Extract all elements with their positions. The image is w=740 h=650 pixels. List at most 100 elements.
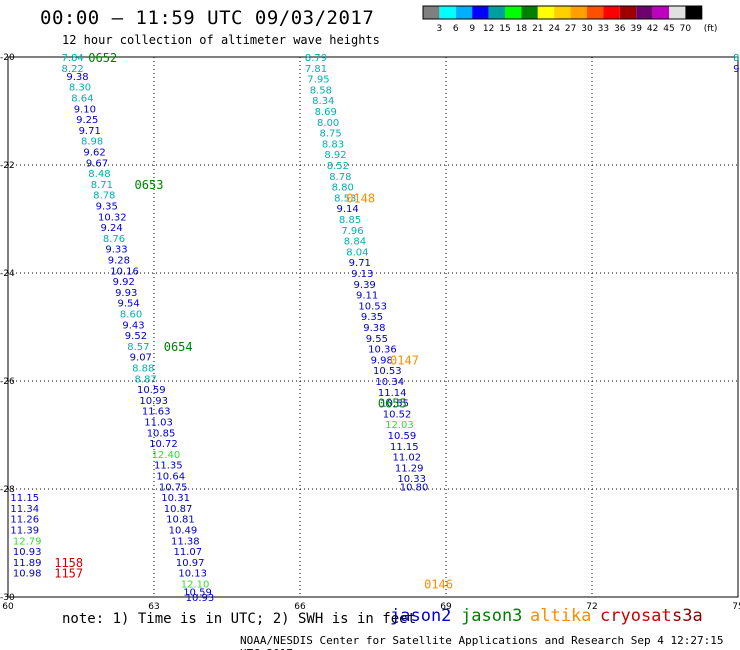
y-tick-label: -28	[0, 485, 15, 495]
wave-height-label: 10.13	[178, 569, 207, 580]
colorbar-label: 15	[499, 24, 510, 34]
wave-height-label: 9.71	[349, 258, 371, 269]
wave-height-label: 9.24	[100, 223, 122, 234]
y-tick-label: -24	[0, 269, 15, 279]
y-tick-label: -26	[0, 377, 15, 387]
wave-height-label: 10.16	[110, 266, 139, 277]
wave-height-label: 12.79	[13, 536, 42, 547]
wave-height-label: 9.55	[366, 334, 388, 345]
wave-height-label: 12.10	[181, 580, 210, 591]
wave-height-label: 10.81	[166, 515, 195, 526]
colorbar-swatch	[505, 6, 522, 19]
colorbar-unit: (ft)	[704, 24, 718, 34]
wave-height-label: 8.98	[81, 137, 103, 148]
wave-height-label: 11.29	[395, 463, 424, 474]
pass-time-label: 0653	[135, 178, 164, 192]
x-tick-label: 75	[732, 602, 740, 612]
wave-height-label: 9.	[733, 64, 740, 75]
wave-height-label: 10.34	[375, 377, 404, 388]
wave-height-label: 8.75	[319, 129, 341, 140]
wave-height-label: 9.39	[354, 280, 376, 291]
colorbar-label: 42	[647, 24, 658, 34]
wave-height-label: 10.80	[400, 482, 429, 493]
wave-height-label: 10.64	[156, 472, 185, 483]
wave-height-label: 11.38	[171, 536, 200, 547]
wave-height-label: 11.35	[154, 461, 183, 472]
wave-height-label: 10.93	[13, 547, 42, 558]
colorbar-swatch	[652, 6, 669, 19]
colorbar-swatch	[685, 6, 702, 19]
wave-height-label: 7.84	[62, 53, 84, 64]
wave-height-label: 9.25	[76, 115, 98, 126]
wave-height-label: 8.78	[93, 191, 115, 202]
pass-time-label: 1158	[54, 556, 83, 570]
wave-height-label: 8.84	[344, 237, 366, 248]
wave-height-label: 10.98	[13, 569, 42, 580]
x-tick-label: 66	[294, 602, 306, 612]
wave-height-label: 9.33	[105, 245, 127, 256]
wave-height-label: 8.78	[329, 172, 351, 183]
wave-height-label: 11.14	[378, 388, 407, 399]
wave-height-label: 8.71	[91, 180, 113, 191]
wave-height-label: 7.81	[305, 64, 327, 75]
wave-height-label: 10.52	[383, 409, 412, 420]
wave-height-label: 8.92	[324, 150, 346, 161]
y-tick-label: -30	[0, 593, 15, 603]
wave-height-label: 9.38	[66, 72, 88, 83]
colorbar-swatch	[619, 6, 637, 19]
wave-height-label: 9.92	[113, 277, 135, 288]
pass-time-label: 1157	[54, 567, 83, 581]
wave-height-label: 8.8	[733, 53, 740, 64]
colorbar-swatch	[570, 6, 587, 19]
wave-height-label: 8.30	[69, 83, 91, 94]
wave-height-label: 11.34	[10, 504, 39, 515]
wave-height-label: 10.93	[139, 396, 168, 407]
legend-item-jason2: jason2	[390, 606, 452, 626]
colorbar-label: 27	[565, 24, 576, 34]
legend-item-s3a: s3a	[672, 606, 703, 626]
colorbar-swatch	[669, 6, 686, 19]
wave-height-label: 10.59	[183, 588, 212, 599]
colorbar-swatch	[554, 6, 571, 19]
wave-height-label: 10.59	[388, 431, 417, 442]
wave-height-label: 8.87	[135, 374, 157, 385]
pass-time-label: 0148	[346, 191, 375, 205]
wave-height-label: 11.39	[10, 526, 39, 537]
x-tick-label: 60	[2, 602, 14, 612]
wave-height-label: 8.57	[127, 342, 149, 353]
wave-height-label: 12.40	[152, 450, 181, 461]
legend-item-altika: altika	[530, 606, 592, 626]
wave-height-label: 11.26	[10, 515, 39, 526]
wave-height-label: 8.53	[334, 193, 356, 204]
wave-height-label: 8.64	[71, 94, 93, 105]
colorbar-label: 21	[532, 24, 543, 34]
note-text: note: 1) Time is in UTC; 2) SWH is in fe…	[62, 611, 417, 627]
wave-height-label: 8.80	[332, 183, 354, 194]
wave-height-label: 11.63	[142, 407, 171, 418]
wave-height-label: 10.32	[98, 212, 127, 223]
pass-time-label: 0147	[390, 353, 419, 367]
wave-height-label: 8.52	[327, 161, 349, 172]
pass-time-label: 0655	[378, 397, 407, 411]
wave-height-label: 10.36	[368, 345, 397, 356]
colorbar-swatch	[587, 6, 604, 19]
wave-height-label: 10.87	[164, 504, 193, 515]
x-tick-label: 72	[586, 602, 597, 612]
wave-height-label: 11.03	[144, 418, 173, 429]
wave-height-label: 11.89	[13, 558, 42, 569]
wave-height-label: 12.03	[385, 420, 414, 431]
wave-height-label: 9.54	[118, 299, 140, 310]
wave-height-label: 11.15	[10, 493, 39, 504]
wave-height-label: 11.15	[390, 442, 419, 453]
wave-height-label: 11.07	[173, 547, 202, 558]
legend-item-jason3: jason3	[461, 606, 523, 626]
colorbar: 3 6 9 12 15 18 21 24 27 30 33 36 39 42 45 70 (ft)	[422, 5, 718, 34]
wave-height-label: 10.72	[149, 439, 178, 450]
colorbar-swatch	[455, 6, 473, 19]
wave-height-label: 10.33	[397, 474, 426, 485]
colorbar-label: 45	[663, 24, 674, 34]
colorbar-label: 12	[483, 24, 494, 34]
colorbar-frame	[422, 5, 703, 20]
wave-height-label: 8.76	[103, 234, 125, 245]
